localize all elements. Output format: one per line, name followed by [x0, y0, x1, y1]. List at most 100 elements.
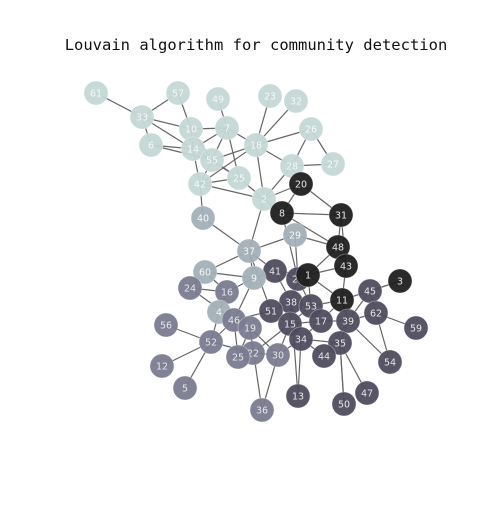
node-label: 16 [221, 288, 233, 299]
node-circle [283, 88, 309, 114]
node-circle [153, 312, 179, 338]
node-56: 56 [153, 312, 179, 338]
node-label: 32 [290, 97, 302, 108]
node-label: 47 [361, 389, 373, 400]
node-label: 46 [228, 316, 240, 327]
node-circle [288, 326, 314, 352]
node-25: 25 [226, 165, 252, 191]
node-label: 34 [295, 335, 307, 346]
node-circle [403, 315, 429, 341]
node-circle [335, 308, 361, 334]
node-27: 27 [320, 151, 346, 177]
node-10: 10 [178, 116, 204, 142]
node-circle [177, 275, 203, 301]
node-17: 17 [308, 308, 334, 334]
node-circle [258, 298, 284, 324]
node-label: 20 [295, 180, 307, 191]
node-label: 55 [206, 156, 218, 167]
node-label: 24 [184, 284, 196, 295]
node-label: 25 [233, 174, 245, 185]
node-label: 17 [315, 317, 327, 328]
node-14: 14 [180, 136, 206, 162]
node-label: 39 [342, 317, 354, 328]
node-circle [298, 116, 324, 142]
node-circle [225, 344, 251, 370]
node-label: 41 [269, 267, 281, 278]
node-33: 33 [129, 104, 155, 130]
node-label: 51 [265, 307, 277, 318]
node-circle [138, 132, 164, 158]
node-31: 31 [328, 202, 354, 228]
node-circle [180, 136, 206, 162]
node-label: 43 [340, 262, 352, 273]
node-20: 20 [288, 171, 314, 197]
node-label: 18 [250, 141, 262, 152]
node-circle [129, 104, 155, 130]
node-label: 44 [318, 352, 330, 363]
node-label: 2 [261, 195, 267, 206]
node-59: 59 [403, 315, 429, 341]
node-45: 45 [357, 278, 383, 304]
node-label: 27 [327, 160, 339, 171]
node-60: 60 [192, 259, 218, 285]
node-54: 54 [377, 349, 403, 375]
node-circle [285, 383, 311, 409]
node-40: 40 [190, 205, 216, 231]
node-circle [257, 83, 283, 109]
node-circle [192, 259, 218, 285]
node-61: 61 [83, 80, 109, 106]
node-label: 1 [305, 271, 311, 282]
node-circle [198, 329, 224, 355]
node-circle [237, 315, 263, 341]
node-label: 59 [410, 324, 422, 335]
node-12: 12 [149, 353, 175, 379]
node-49: 49 [205, 86, 231, 112]
node-51: 51 [258, 298, 284, 324]
node-1: 1 [295, 262, 321, 288]
node-8: 8 [269, 200, 295, 226]
node-circle [187, 171, 213, 197]
node-circle [311, 343, 337, 369]
node-label: 33 [136, 113, 148, 124]
node-circle [308, 308, 334, 334]
node-label: 54 [384, 358, 396, 369]
node-label: 49 [212, 95, 224, 106]
node-circle [333, 253, 359, 279]
node-circle [243, 132, 269, 158]
node-label: 9 [251, 274, 257, 285]
node-circle [295, 262, 321, 288]
node-50: 50 [331, 391, 357, 417]
node-circle [387, 268, 413, 294]
node-30: 30 [265, 342, 291, 368]
node-label: 13 [292, 392, 304, 403]
node-circle [149, 353, 175, 379]
node-39: 39 [335, 308, 361, 334]
node-36: 36 [249, 397, 275, 423]
chart-title: Louvain algorithm for community detectio… [64, 36, 448, 54]
node-label: 12 [156, 362, 168, 373]
node-label: 37 [243, 247, 255, 258]
node-circle [269, 200, 295, 226]
node-circle [377, 349, 403, 375]
node-9: 9 [241, 265, 267, 291]
node-48: 48 [325, 234, 351, 260]
node-label: 57 [172, 89, 184, 100]
node-label: 26 [305, 125, 317, 136]
node-label: 10 [185, 125, 197, 136]
node-label: 36 [256, 406, 268, 417]
node-label: 40 [197, 214, 209, 225]
node-18: 18 [243, 132, 269, 158]
node-47: 47 [354, 380, 380, 406]
node-34: 34 [288, 326, 314, 352]
node-52: 52 [198, 329, 224, 355]
node-32: 32 [283, 88, 309, 114]
node-35: 35 [327, 330, 353, 356]
node-label: 28 [286, 162, 298, 173]
node-circle [363, 300, 389, 326]
node-circle [328, 202, 354, 228]
node-41: 41 [262, 258, 288, 284]
node-37: 37 [236, 238, 262, 264]
node-circle [199, 147, 225, 173]
node-44: 44 [311, 343, 337, 369]
node-label: 11 [336, 296, 348, 307]
